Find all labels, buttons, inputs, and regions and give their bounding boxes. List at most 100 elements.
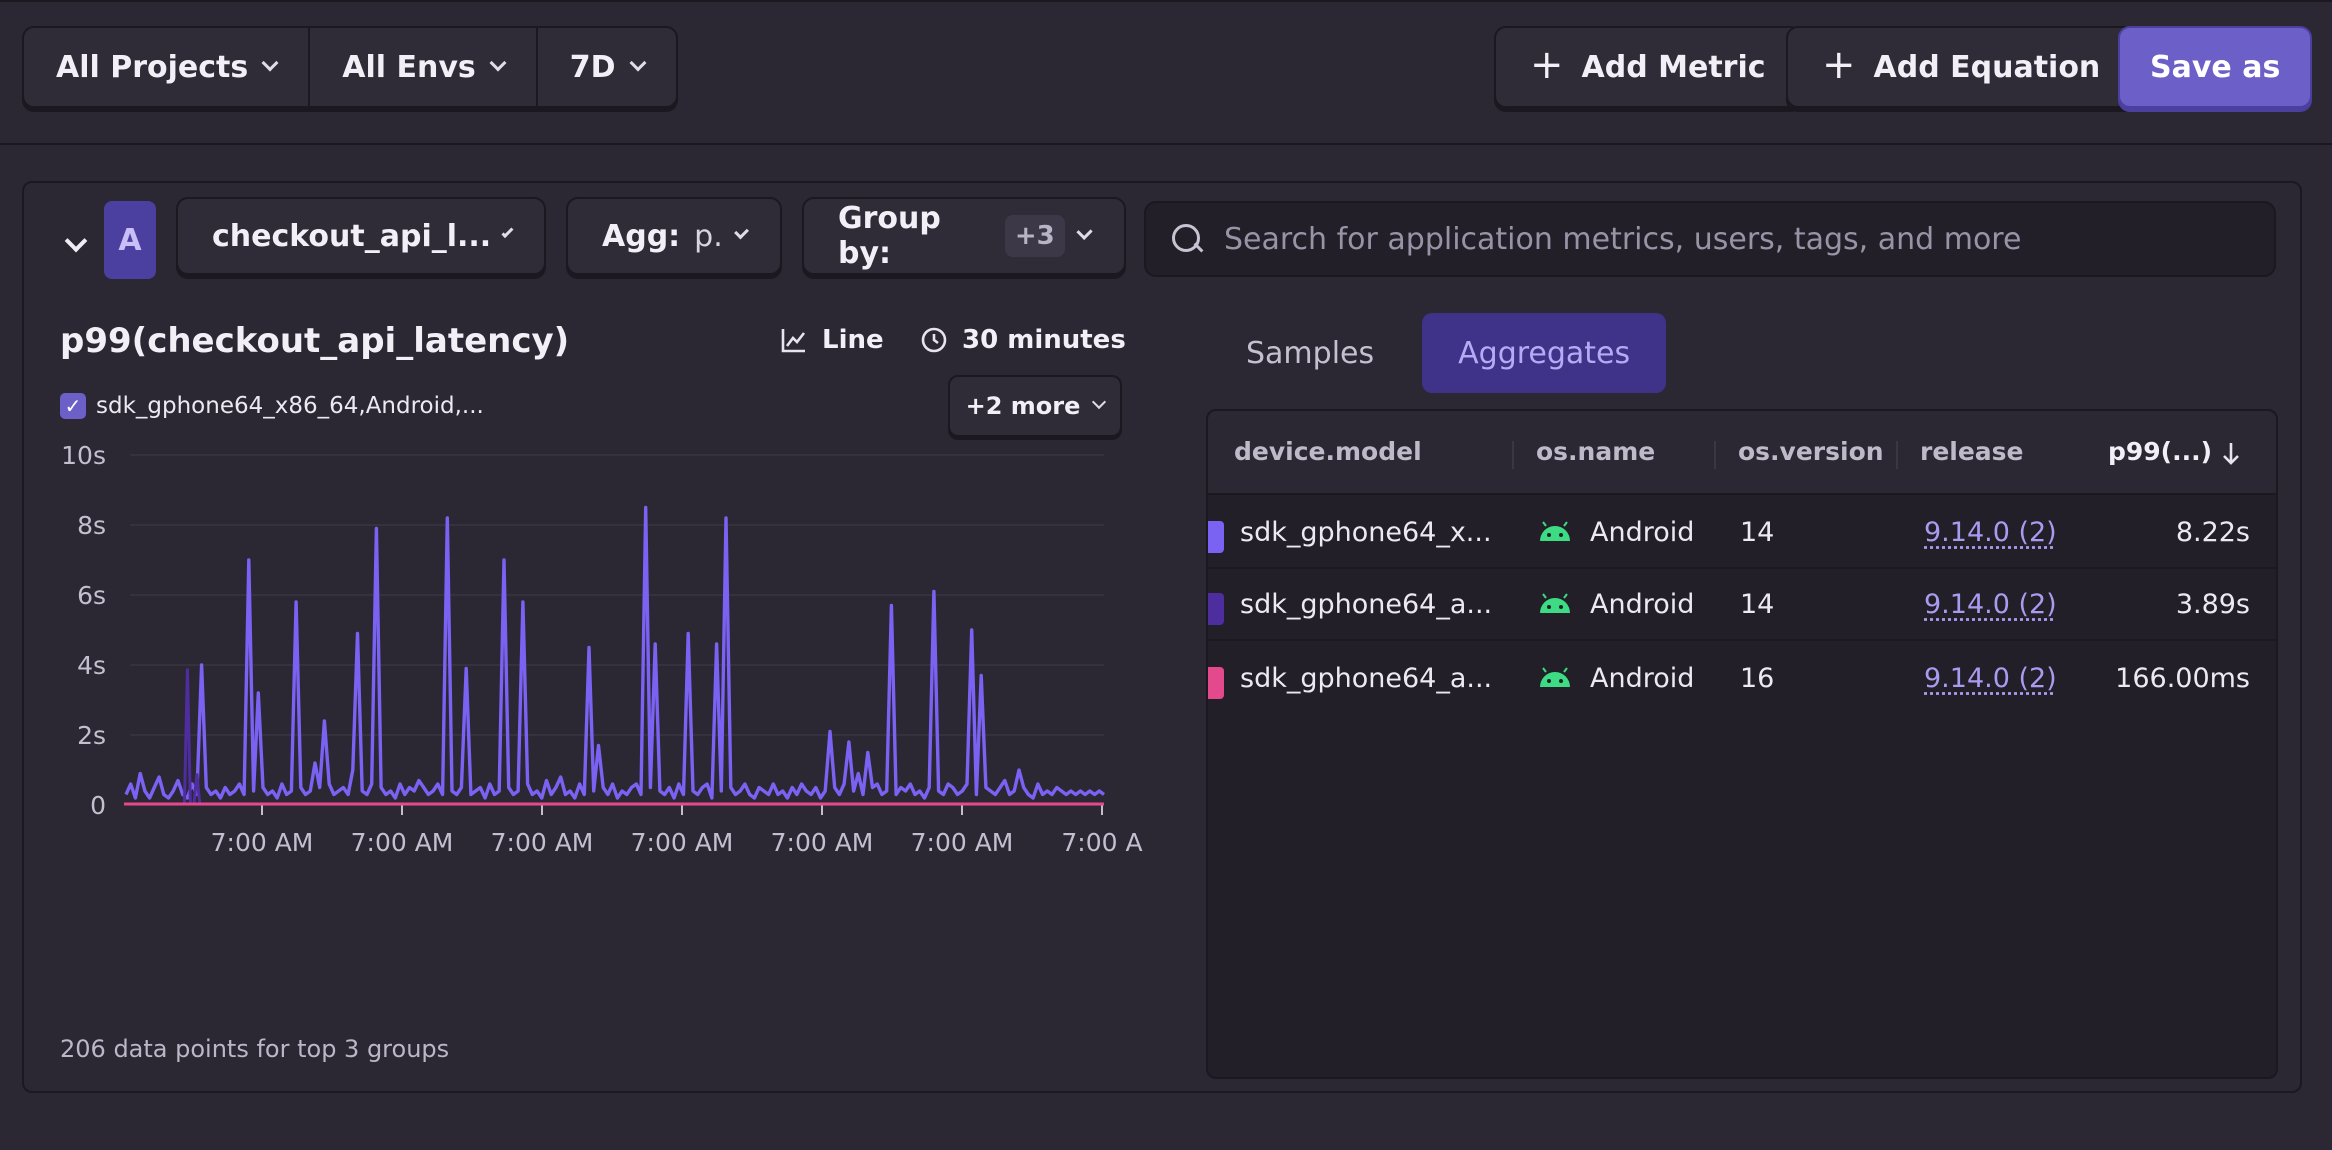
metric-selector[interactable]: checkout_api_l... — [176, 197, 546, 275]
p99-value-cell: 8.22s — [2175, 517, 2250, 548]
search-placeholder: Search for application metrics, users, t… — [1224, 221, 2022, 257]
add-equation-label: Add Equation — [1873, 49, 2101, 85]
aggregation-value: p. — [694, 218, 723, 254]
display-type-selector[interactable]: Line — [780, 325, 884, 355]
line-chart-icon — [781, 329, 806, 353]
x-tick-label: 7:00 AM — [771, 828, 874, 857]
column-os-version[interactable]: os.version — [1738, 437, 1884, 466]
metric-selector-label: checkout_api_l... — [212, 218, 492, 254]
more-series-button[interactable]: +2 more — [948, 375, 1122, 437]
page-filter-bar: All Projects All Envs 7D + Add Metric + … — [0, 0, 2332, 145]
more-series-label: +2 more — [965, 392, 1081, 420]
group-by-label: Group by: — [838, 201, 941, 271]
x-tick-label: 7:00 AM — [631, 828, 734, 857]
add-metric-button[interactable]: + Add Metric — [1494, 26, 1802, 108]
x-tick-label: 7:00 A — [1061, 828, 1142, 857]
os-version-cell: 14 — [1740, 589, 1775, 620]
project-selector[interactable]: All Projects — [24, 28, 311, 106]
date-range-selector[interactable]: 7D — [538, 28, 676, 106]
interval-selector[interactable]: 30 minutes — [920, 325, 1126, 355]
query-builder-row: A checkout_api_l... Agg: p. Group by: +3… — [24, 183, 2300, 293]
aggregation-label: Agg: — [602, 218, 681, 254]
y-tick-label: 0 — [90, 791, 106, 820]
add-metric-label: Add Metric — [1581, 49, 1766, 85]
y-tick-label: 6s — [77, 581, 106, 610]
chevron-down-icon — [1092, 394, 1107, 410]
tab-samples[interactable]: Samples — [1246, 335, 1375, 371]
device-model-cell: sdk_gphone64_x... — [1240, 517, 1492, 548]
table-row[interactable]: sdk_gphone64_a... Android 14 9.14.0 (2) … — [1208, 569, 2276, 641]
project-selector-label: All Projects — [56, 49, 249, 85]
aggregates-table: device.model os.name os.version release … — [1206, 409, 2278, 1079]
y-tick-label: 2s — [77, 721, 106, 750]
column-device-model[interactable]: device.model — [1234, 437, 1422, 466]
clock-icon — [921, 327, 947, 353]
metrics-search-bar[interactable]: Search for application metrics, users, t… — [1144, 201, 2276, 277]
x-tick-label: 7:00 AM — [911, 828, 1014, 857]
table-row[interactable]: sdk_gphone64_x... Android 14 9.14.0 (2) … — [1208, 497, 2276, 569]
save-as-label: Save as — [2150, 49, 2281, 85]
display-type-label: Line — [822, 325, 884, 355]
chevron-down-icon — [261, 54, 279, 72]
legend-series-label: sdk_gphone64_x86_64,Android,... — [96, 393, 484, 419]
environment-selector[interactable]: All Envs — [310, 28, 538, 106]
p99-value-cell: 3.89s — [2175, 589, 2250, 620]
query-letter-badge: A — [104, 201, 156, 279]
y-tick-label: 10s — [61, 443, 106, 470]
table-row[interactable]: sdk_gphone64_a... Android 16 9.14.0 (2) … — [1208, 643, 2276, 715]
android-icon — [1540, 521, 1570, 541]
group-by-selector[interactable]: Group by: +3 — [802, 197, 1126, 275]
os-name-cell: Android — [1590, 663, 1695, 694]
series-color-swatch — [1208, 521, 1224, 553]
add-equation-button[interactable]: + Add Equation — [1786, 26, 2137, 108]
chart-title: p99(checkout_api_latency) — [60, 321, 570, 361]
date-range-label: 7D — [569, 49, 616, 85]
y-tick-label: 4s — [77, 651, 106, 680]
checkbox-checked-icon: ✓ — [60, 393, 86, 419]
x-tick-label: 7:00 AM — [211, 828, 314, 857]
column-divider — [1896, 441, 1898, 469]
tab-aggregates[interactable]: Aggregates — [1422, 313, 1667, 393]
sort-descending-icon[interactable] — [2220, 441, 2242, 467]
interval-label: 30 minutes — [962, 325, 1126, 355]
column-p99[interactable]: p99(...) — [2108, 437, 2213, 466]
device-model-cell: sdk_gphone64_a... — [1240, 589, 1493, 620]
column-release[interactable]: release — [1920, 437, 2024, 466]
x-tick-label: 7:00 AM — [351, 828, 454, 857]
metric-query-panel: A checkout_api_l... Agg: p. Group by: +3… — [22, 181, 2302, 1093]
collapse-chevron-icon[interactable] — [64, 229, 88, 253]
plus-icon: + — [1822, 42, 1856, 88]
chevron-down-icon — [629, 54, 647, 72]
column-divider — [1512, 441, 1514, 469]
chevron-down-icon — [489, 54, 507, 72]
os-name-cell: Android — [1590, 517, 1695, 548]
aggregation-selector[interactable]: Agg: p. — [566, 197, 782, 275]
release-link[interactable]: 9.14.0 (2) — [1924, 663, 2057, 694]
group-by-count-badge: +3 — [1004, 215, 1065, 257]
data-points-footnote: 206 data points for top 3 groups — [60, 1035, 450, 1063]
release-link[interactable]: 9.14.0 (2) — [1924, 589, 2057, 620]
x-tick-label: 7:00 AM — [491, 828, 594, 857]
environment-selector-label: All Envs — [342, 49, 476, 85]
android-icon — [1540, 667, 1570, 687]
series-color-swatch — [1208, 667, 1224, 699]
result-tabs: Samples Aggregates — [1210, 313, 1667, 393]
chevron-down-icon — [1076, 223, 1093, 241]
column-divider — [1714, 441, 1716, 469]
series-line-2 — [182, 668, 202, 806]
series-color-swatch — [1208, 593, 1224, 625]
column-os-name[interactable]: os.name — [1536, 437, 1656, 466]
series-line-1 — [124, 505, 1106, 800]
legend-series-toggle[interactable]: ✓ sdk_gphone64_x86_64,Android,... — [60, 393, 484, 419]
release-link[interactable]: 9.14.0 (2) — [1924, 517, 2057, 548]
device-model-cell: sdk_gphone64_a... — [1240, 663, 1493, 694]
y-tick-label: 8s — [77, 511, 106, 540]
os-version-cell: 14 — [1740, 517, 1775, 548]
save-as-button[interactable]: Save as — [2118, 26, 2313, 108]
os-name-cell: Android — [1590, 589, 1695, 620]
p99-value-cell: 166.00ms — [2115, 663, 2250, 694]
table-header: device.model os.name os.version release … — [1208, 411, 2276, 495]
page-filters: All Projects All Envs 7D — [22, 26, 678, 108]
chevron-down-icon — [733, 224, 749, 240]
android-icon — [1540, 593, 1570, 613]
